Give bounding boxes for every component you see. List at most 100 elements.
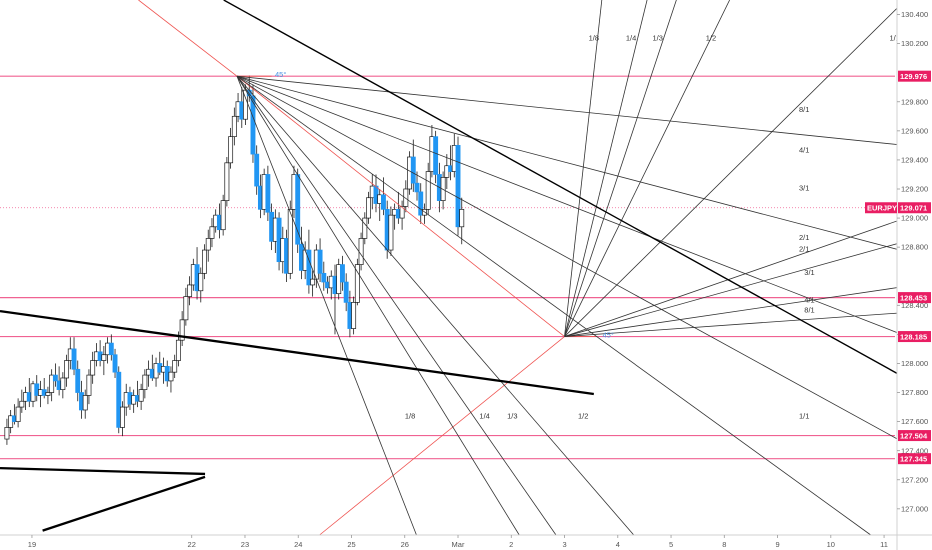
candle — [209, 218, 215, 248]
trendline — [223, 0, 906, 379]
candle-body — [358, 238, 364, 265]
candle-body — [86, 374, 92, 396]
price-tag — [898, 331, 931, 343]
candle — [4, 418, 10, 445]
candle-body — [354, 264, 360, 303]
price-tag-label: 127.504 — [900, 431, 928, 440]
price-tag-label: 128.185 — [900, 332, 927, 341]
trendline — [0, 309, 594, 396]
candle-body — [138, 389, 144, 402]
candle — [45, 386, 51, 405]
candle-body — [116, 371, 122, 428]
candle-body — [187, 284, 193, 297]
candle-body — [351, 302, 357, 329]
fan-label: 3/1 — [799, 183, 809, 192]
fan-ray — [236, 75, 906, 444]
last-price-label: 129.071 — [900, 203, 927, 212]
candle-body — [64, 360, 70, 379]
fan-label: 3/1 — [804, 268, 814, 277]
candle — [168, 366, 174, 393]
price-tag — [898, 430, 931, 442]
candle-body — [179, 319, 185, 341]
fan-origin-label: 45° — [275, 70, 286, 79]
price-level-lines — [0, 75, 895, 460]
fan-label: 1/1 — [890, 34, 900, 43]
candle — [220, 194, 226, 236]
fan-label: 1/2 — [706, 34, 716, 43]
x-tick-label: 22 — [188, 540, 196, 549]
price-tag — [898, 70, 931, 82]
price-tag-label: 129.976 — [900, 72, 927, 81]
candle-body — [168, 371, 174, 382]
candle-body — [205, 238, 211, 251]
angle-line — [236, 75, 565, 337]
candle — [101, 346, 107, 376]
fan-label: 1/4 — [479, 412, 489, 421]
candle-body — [209, 226, 215, 239]
candle — [414, 171, 420, 201]
candle — [205, 229, 211, 262]
candle-body — [231, 115, 237, 138]
candle — [112, 348, 118, 378]
candle-body — [343, 281, 349, 303]
candle-body — [310, 278, 316, 286]
candle — [362, 212, 368, 245]
fan-label: 4/1 — [799, 146, 809, 155]
candle-body — [425, 171, 431, 210]
price-tag-label: 127.345 — [900, 454, 927, 463]
candle — [306, 229, 312, 294]
candle-body — [403, 188, 409, 207]
fan-label: 1/4 — [626, 34, 636, 43]
price-tag — [898, 453, 931, 465]
candle — [179, 311, 185, 347]
fan-label: 1/3 — [507, 412, 517, 421]
candle-body — [15, 406, 21, 422]
y-tick-label: 129.800 — [901, 97, 928, 106]
candle-body — [220, 200, 226, 231]
fan-label: 1/2 — [578, 412, 588, 421]
trendline — [42, 475, 206, 532]
candle-body — [321, 272, 327, 283]
y-tick-label: 127.000 — [901, 504, 928, 513]
candle — [354, 258, 360, 306]
candle-body — [71, 348, 77, 370]
candle-body — [202, 249, 207, 274]
candle-body — [287, 208, 293, 274]
last-price-tag — [898, 202, 931, 214]
candle — [295, 168, 301, 253]
candle — [142, 369, 148, 399]
candle-body — [175, 339, 181, 361]
candle-body — [295, 174, 301, 245]
candle-body — [19, 400, 25, 408]
x-tick-label: 2 — [509, 540, 513, 549]
y-tick-label: 128.400 — [901, 301, 928, 310]
candle-body — [90, 360, 96, 376]
drawings: 8/1 4/1 3/1 2/1 1/1 1/2 1/3 1/4 1/8 45° 1/1 1/2 1/3 1… — [0, 0, 906, 536]
candle-body — [120, 406, 125, 428]
candle-body — [183, 296, 189, 321]
fan-ray — [564, 0, 603, 337]
fan-label: 2/1 — [799, 245, 809, 254]
candle-body — [254, 153, 260, 187]
candle-body — [459, 208, 465, 228]
x-tick-label: 11 — [880, 540, 888, 549]
candle-body — [108, 342, 114, 356]
candle — [433, 130, 439, 184]
candle — [82, 389, 88, 419]
candle-body — [414, 182, 420, 193]
y-tick-label: 130.400 — [901, 10, 928, 19]
candle-body — [250, 95, 256, 155]
fan-label: 2/1 — [799, 233, 809, 242]
x-tick-label: 23 — [241, 540, 249, 549]
candle-body — [224, 162, 230, 201]
y-tick-label: 130.200 — [901, 39, 928, 48]
candle — [381, 177, 386, 216]
fan-label: 4/1 — [804, 295, 814, 304]
candle — [71, 337, 77, 376]
candle-body — [399, 206, 405, 219]
candle — [231, 107, 237, 146]
candle-body — [75, 368, 81, 393]
candle — [75, 360, 81, 402]
x-tick-label: 8 — [722, 540, 726, 549]
